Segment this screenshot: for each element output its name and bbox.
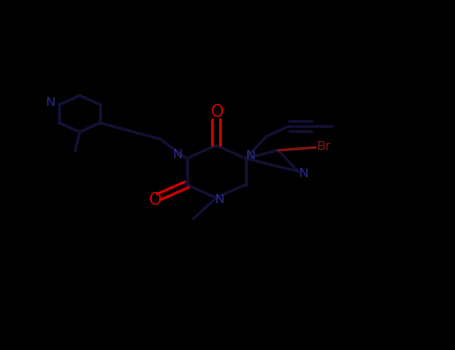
- Text: N: N: [245, 149, 255, 162]
- Text: Br: Br: [316, 140, 331, 153]
- Text: N: N: [299, 167, 308, 180]
- Text: N: N: [215, 193, 225, 206]
- Text: N: N: [172, 148, 182, 161]
- Text: O: O: [148, 191, 161, 209]
- Text: N: N: [46, 96, 56, 110]
- Text: O: O: [210, 103, 222, 121]
